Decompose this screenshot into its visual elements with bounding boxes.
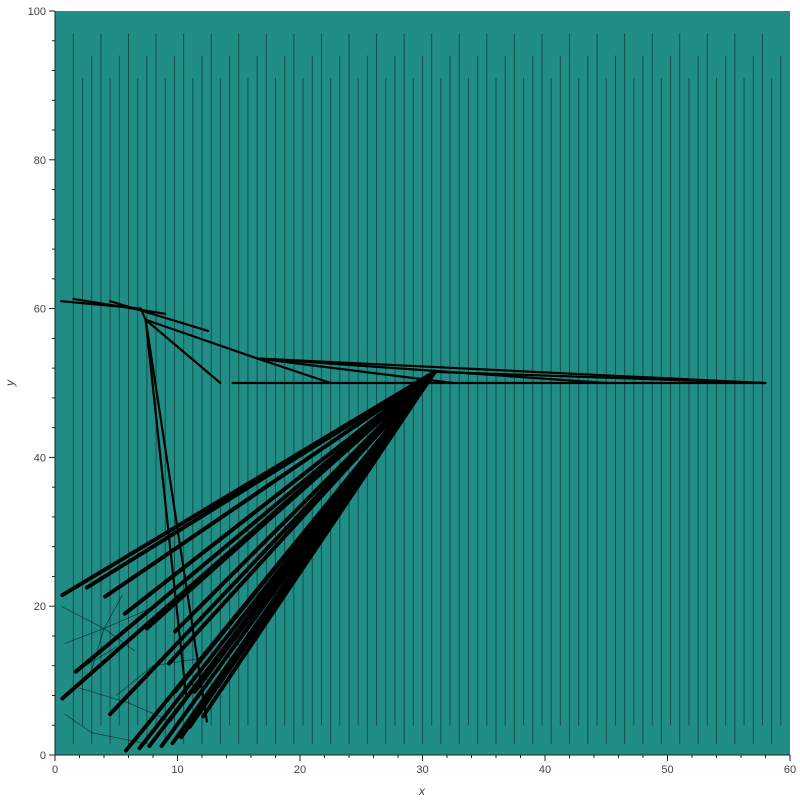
thin-segment	[60, 605, 105, 629]
x-tick-label: 50	[661, 764, 673, 776]
x-tick-label: 40	[539, 764, 551, 776]
tail-segment	[256, 357, 766, 385]
thin-segment	[91, 628, 105, 670]
y-axis-title: y	[3, 379, 17, 387]
thin-segment	[64, 628, 105, 644]
fan-segment	[84, 369, 437, 590]
thin-segment	[91, 732, 148, 745]
x-tick-label: 60	[784, 764, 796, 776]
fan-segments	[60, 369, 437, 753]
y-ticks: 0 20 40 60 80 100	[28, 6, 55, 762]
fan-segment	[166, 369, 437, 666]
fan-segment	[60, 369, 437, 701]
x-tick-label: 30	[416, 764, 428, 776]
thin-segment	[103, 609, 148, 629]
y-tick-label: 60	[34, 304, 46, 316]
thin-segment	[103, 594, 123, 629]
tail-segments	[60, 297, 767, 723]
y-tick-label: 80	[34, 155, 46, 167]
tail-segment	[256, 357, 608, 385]
x-axis-title: x	[418, 784, 426, 798]
fan-segment	[173, 369, 437, 634]
y-tick-label: 40	[34, 452, 46, 464]
tail-segment	[144, 318, 259, 360]
tail-segment	[72, 297, 167, 315]
thin-segment	[64, 713, 93, 734]
x-tick-label: 20	[294, 764, 306, 776]
fan-segment	[173, 369, 437, 694]
x-tick-label: 10	[171, 764, 183, 776]
fan-segment	[122, 369, 437, 616]
thin-segment	[152, 657, 203, 667]
fan-segment	[201, 369, 437, 719]
tail-segment	[256, 357, 332, 385]
tail-segment	[144, 318, 208, 723]
thin-segment	[103, 628, 136, 652]
fan-segment	[192, 369, 437, 694]
tail-segment	[144, 318, 222, 385]
fan-segment	[103, 369, 437, 599]
x-ticks: 0 10 20 30 40 50 60	[52, 755, 796, 776]
tail-segment	[144, 318, 188, 697]
y-tick-label: 100	[28, 6, 46, 18]
x-tick-label: 0	[52, 764, 58, 776]
thin-segment	[115, 665, 154, 696]
y-tick-label: 0	[40, 750, 46, 762]
tail-segment	[109, 300, 210, 333]
y-tick-label: 20	[34, 601, 46, 613]
